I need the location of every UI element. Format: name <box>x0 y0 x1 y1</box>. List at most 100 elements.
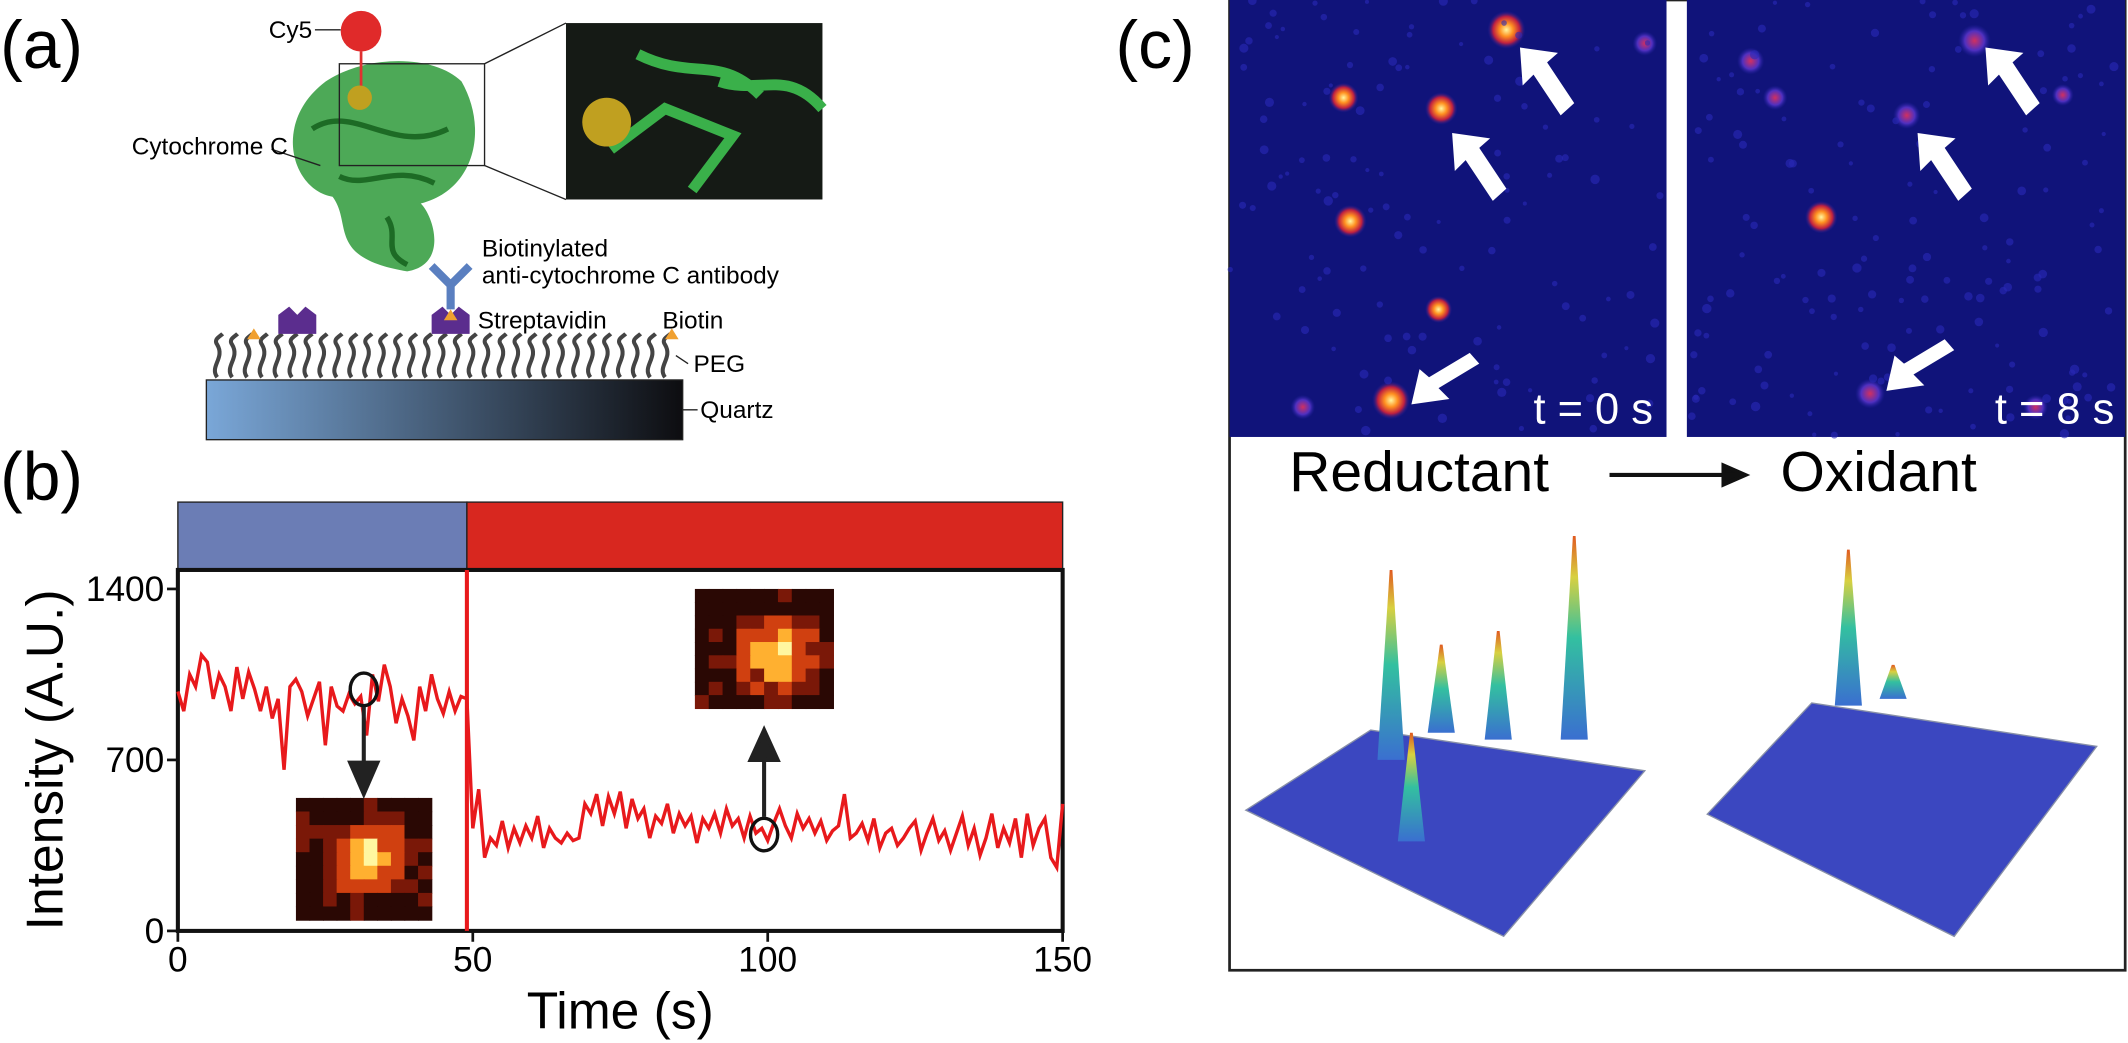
inset-pixel <box>777 695 793 710</box>
spike <box>1397 732 1425 842</box>
time-label: t = 0 s <box>1534 385 1653 433</box>
phase-bar <box>466 501 1064 571</box>
noise <box>2072 382 2082 392</box>
noise <box>1503 173 1510 180</box>
inset-pixel <box>708 615 724 630</box>
spot <box>2023 394 2048 420</box>
noise <box>1852 263 1862 273</box>
noise <box>1561 302 1570 311</box>
noise <box>1959 12 1967 19</box>
x-tick-label: 0 <box>168 941 188 980</box>
inset-pixel <box>350 892 365 908</box>
inset-pixel <box>377 865 392 881</box>
noise <box>1852 215 1858 222</box>
noise <box>1504 188 1510 193</box>
noise <box>1497 387 1507 397</box>
peg-chain <box>317 332 329 379</box>
noise <box>1703 332 1710 339</box>
noise <box>1368 207 1374 213</box>
peg-chain <box>227 332 240 379</box>
inset-pixel <box>390 825 406 840</box>
inset-pixel <box>791 668 807 683</box>
noise <box>1729 398 1737 406</box>
inset-pixel <box>777 655 793 670</box>
peg-chain <box>406 332 419 379</box>
inset-pixel <box>722 655 738 670</box>
noise <box>1892 117 1900 125</box>
noise <box>1245 37 1253 45</box>
inset-pixel <box>418 838 433 853</box>
spot <box>1424 92 1458 125</box>
noise <box>1907 181 1913 187</box>
inset-pixel <box>777 615 793 630</box>
inset-pixel <box>777 681 793 696</box>
noise <box>2038 269 2048 279</box>
noise <box>2043 187 2049 193</box>
noise <box>1320 13 1328 21</box>
inset-pixel <box>805 628 821 643</box>
noise <box>1585 394 1595 403</box>
noise <box>1406 31 1413 38</box>
noise <box>1264 97 1275 107</box>
noise <box>1274 35 1279 40</box>
noise <box>1870 28 1880 38</box>
noise <box>2059 429 2070 439</box>
inset-pixel <box>418 865 433 881</box>
inset-pixel <box>750 695 765 710</box>
noise <box>1606 296 1611 302</box>
noise <box>1408 24 1415 30</box>
inset-pixel <box>323 865 338 881</box>
label: Cy5 <box>269 17 312 44</box>
noise <box>1833 371 1839 376</box>
noise <box>1699 53 1709 63</box>
spot <box>1487 10 1526 49</box>
noise <box>1315 188 1321 194</box>
noise <box>1515 31 1523 39</box>
inset-pixel <box>350 906 365 921</box>
noise <box>1919 0 1926 5</box>
noise <box>1298 286 1306 293</box>
noise <box>1975 293 1985 303</box>
inset-pixel <box>418 811 433 826</box>
noise <box>2077 72 2084 79</box>
spot <box>1632 31 1658 56</box>
inset-pixel <box>323 852 338 867</box>
noise <box>2043 143 2052 152</box>
noise <box>1350 156 1357 163</box>
noise <box>1436 219 1441 224</box>
noise <box>1969 9 1979 19</box>
inset-pixel <box>708 602 724 617</box>
noise <box>1954 46 1962 53</box>
noise <box>1473 336 1482 346</box>
inset-pixel <box>404 852 419 867</box>
inset-pixel <box>722 695 738 710</box>
panel-label: (b) <box>0 439 83 514</box>
inset-pixel <box>323 879 338 894</box>
inset-pixel <box>722 681 738 696</box>
inset-pixel <box>418 852 433 867</box>
label: Streptavidin <box>478 307 607 334</box>
noise <box>2022 127 2028 133</box>
noise <box>1355 106 1365 116</box>
inset-pixel <box>764 681 779 696</box>
inset-pixel <box>309 906 324 921</box>
highlight <box>748 816 780 853</box>
inset-pixel <box>750 628 765 643</box>
noise <box>1690 351 1698 359</box>
noise <box>1739 140 1747 149</box>
peg-chain <box>392 332 404 379</box>
noise <box>1887 343 1896 352</box>
spot <box>1958 24 1991 57</box>
inset-pixel <box>764 655 779 670</box>
noise <box>1785 158 1795 168</box>
y-tick-label: 1400 <box>86 570 164 609</box>
inset-pixel <box>323 838 338 853</box>
noise <box>1249 204 1256 212</box>
inset-pixel <box>336 879 351 894</box>
noise <box>1317 276 1322 281</box>
inset-pixel <box>819 655 834 670</box>
inset-pixel <box>377 825 392 840</box>
noise <box>2017 186 2027 196</box>
noise <box>1589 424 1598 433</box>
inset-pixel <box>377 852 392 867</box>
